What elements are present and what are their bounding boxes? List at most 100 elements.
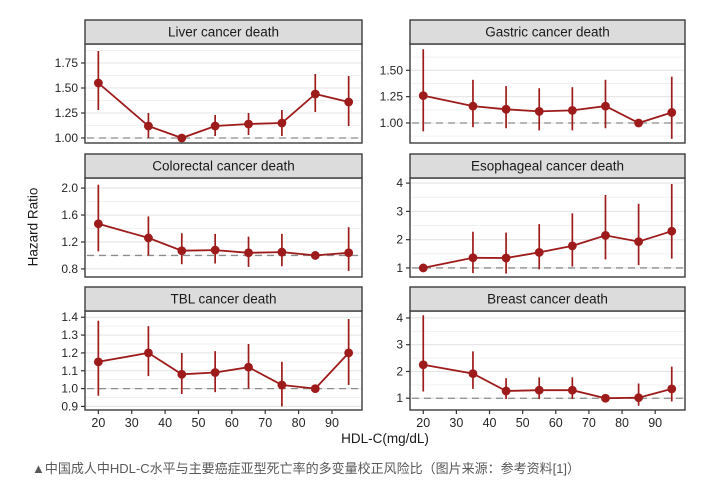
y-tick-label: 0.9 xyxy=(61,399,78,413)
data-point xyxy=(277,118,287,128)
y-tick-label: 1.4 xyxy=(61,310,78,324)
series-line xyxy=(423,363,672,400)
x-tick-label: 90 xyxy=(648,416,662,430)
panel-title: Gastric cancer death xyxy=(485,25,610,40)
data-point xyxy=(310,384,320,393)
y-tick-label: 1 xyxy=(396,261,403,275)
panel-colorectal-cancer-death: Colorectal cancer death 0.8 1.2 1.6 2.0 xyxy=(61,153,363,278)
data-point xyxy=(93,78,103,88)
series-line xyxy=(98,222,349,257)
x-tick-label: 70 xyxy=(582,416,596,430)
panel-title: Esophageal cancer death xyxy=(471,159,624,174)
data-point xyxy=(601,101,610,111)
panel-background xyxy=(85,44,362,143)
data-point xyxy=(567,385,577,395)
data-point xyxy=(210,121,220,131)
data-point xyxy=(144,121,153,131)
panel-title-bar xyxy=(409,19,686,45)
x-tick-label: 40 xyxy=(158,416,172,430)
y-tick-label: 2 xyxy=(396,364,403,378)
y-tick-label: 3 xyxy=(396,338,403,352)
data-point xyxy=(567,105,577,115)
data-point xyxy=(210,245,220,255)
y-tick-label: 1.75 xyxy=(55,56,79,70)
data-point xyxy=(634,118,644,128)
series-line xyxy=(423,230,672,269)
panel-title-bar xyxy=(409,153,686,179)
y-tick-label: 1.3 xyxy=(61,328,78,342)
panel-breast-cancer-death: Breast cancer death 1 2 3 4 20 30 40 50 60 70 80 90 xyxy=(396,286,686,430)
y-tick-label: 1.1 xyxy=(61,364,78,378)
y-tick-label: 3 xyxy=(396,204,403,218)
panel-title-bar xyxy=(409,286,686,312)
data-point xyxy=(418,263,428,273)
data-point xyxy=(667,226,677,236)
panel-liver-cancer-death: Liver cancer death 1.00 1.25 1.50 1.75 xyxy=(55,19,363,145)
data-point xyxy=(277,247,287,257)
y-tick-label: 1.50 xyxy=(55,81,79,95)
y-tick-label: 2.0 xyxy=(61,181,78,195)
x-tick-label: 60 xyxy=(225,416,239,430)
x-tick-label: 50 xyxy=(516,416,530,430)
data-point xyxy=(310,89,320,99)
y-tick-label: 1.00 xyxy=(380,116,404,130)
x-tick-label: 20 xyxy=(91,416,105,430)
y-tick-label: 1.2 xyxy=(61,346,78,360)
data-point xyxy=(468,101,478,111)
y-tick-label: 1.50 xyxy=(380,63,404,77)
y-tick-label: 4 xyxy=(396,311,403,325)
x-tick-label: 30 xyxy=(125,416,139,430)
data-point xyxy=(601,393,610,403)
data-point xyxy=(634,393,644,403)
data-point xyxy=(534,247,544,257)
x-tick-label: 20 xyxy=(416,416,430,430)
data-point xyxy=(177,369,187,379)
x-axis-title: HDL-C(mg/dL) xyxy=(341,431,429,446)
panel-title: Colorectal cancer death xyxy=(152,159,295,174)
series-line xyxy=(97,82,349,139)
data-point xyxy=(534,385,544,395)
panel-background xyxy=(85,311,362,410)
y-tick-label: 1.00 xyxy=(55,131,79,145)
y-tick-label: 1 xyxy=(396,391,403,405)
y-tick-label: 1.0 xyxy=(61,382,78,396)
panel-esophageal-cancer-death: Esophageal cancer death 1 2 3 4 xyxy=(396,153,686,278)
panel-title: Breast cancer death xyxy=(487,292,608,307)
data-point xyxy=(344,348,354,358)
data-point xyxy=(210,368,220,377)
x-tick-label: 70 xyxy=(258,416,272,430)
panel-tbl-cancer-death: TBL cancer death 0.9 1.0 1.1 1.2 1.3 1.4 20 30 40… xyxy=(61,286,363,430)
y-tick-label: 1.25 xyxy=(55,106,79,120)
x-tick-label: 80 xyxy=(292,416,306,430)
data-point xyxy=(534,107,544,116)
x-tick-label: 40 xyxy=(483,416,497,430)
panel-background xyxy=(85,178,362,277)
series-line xyxy=(98,351,350,390)
data-point xyxy=(93,219,103,229)
x-tick-label: 60 xyxy=(549,416,563,430)
y-tick-label: 4 xyxy=(396,176,403,190)
x-tick-label: 90 xyxy=(325,416,339,430)
data-point xyxy=(344,248,354,258)
data-point xyxy=(177,246,187,256)
data-point xyxy=(501,253,511,263)
data-point xyxy=(144,233,153,243)
chart-canvas: Liver cancer death 1.00 1.25 1.50 1.75 Gastri… xyxy=(55,19,686,430)
data-point xyxy=(468,253,478,263)
data-point xyxy=(601,231,610,240)
y-tick-label: 1.2 xyxy=(61,235,78,249)
panel-title-bar xyxy=(84,19,363,45)
y-tick-label: 1.6 xyxy=(61,208,78,222)
data-point xyxy=(177,133,187,143)
data-point xyxy=(418,360,428,370)
y-tick-label: 0.8 xyxy=(61,262,78,276)
data-point xyxy=(667,384,677,394)
panel-title: TBL cancer death xyxy=(170,292,276,307)
panel-title: Liver cancer death xyxy=(168,25,279,40)
data-point xyxy=(634,237,644,247)
data-point xyxy=(567,241,577,251)
y-tick-label: 2 xyxy=(396,233,403,247)
panel-background xyxy=(410,44,685,143)
x-tick-label: 80 xyxy=(615,416,629,430)
